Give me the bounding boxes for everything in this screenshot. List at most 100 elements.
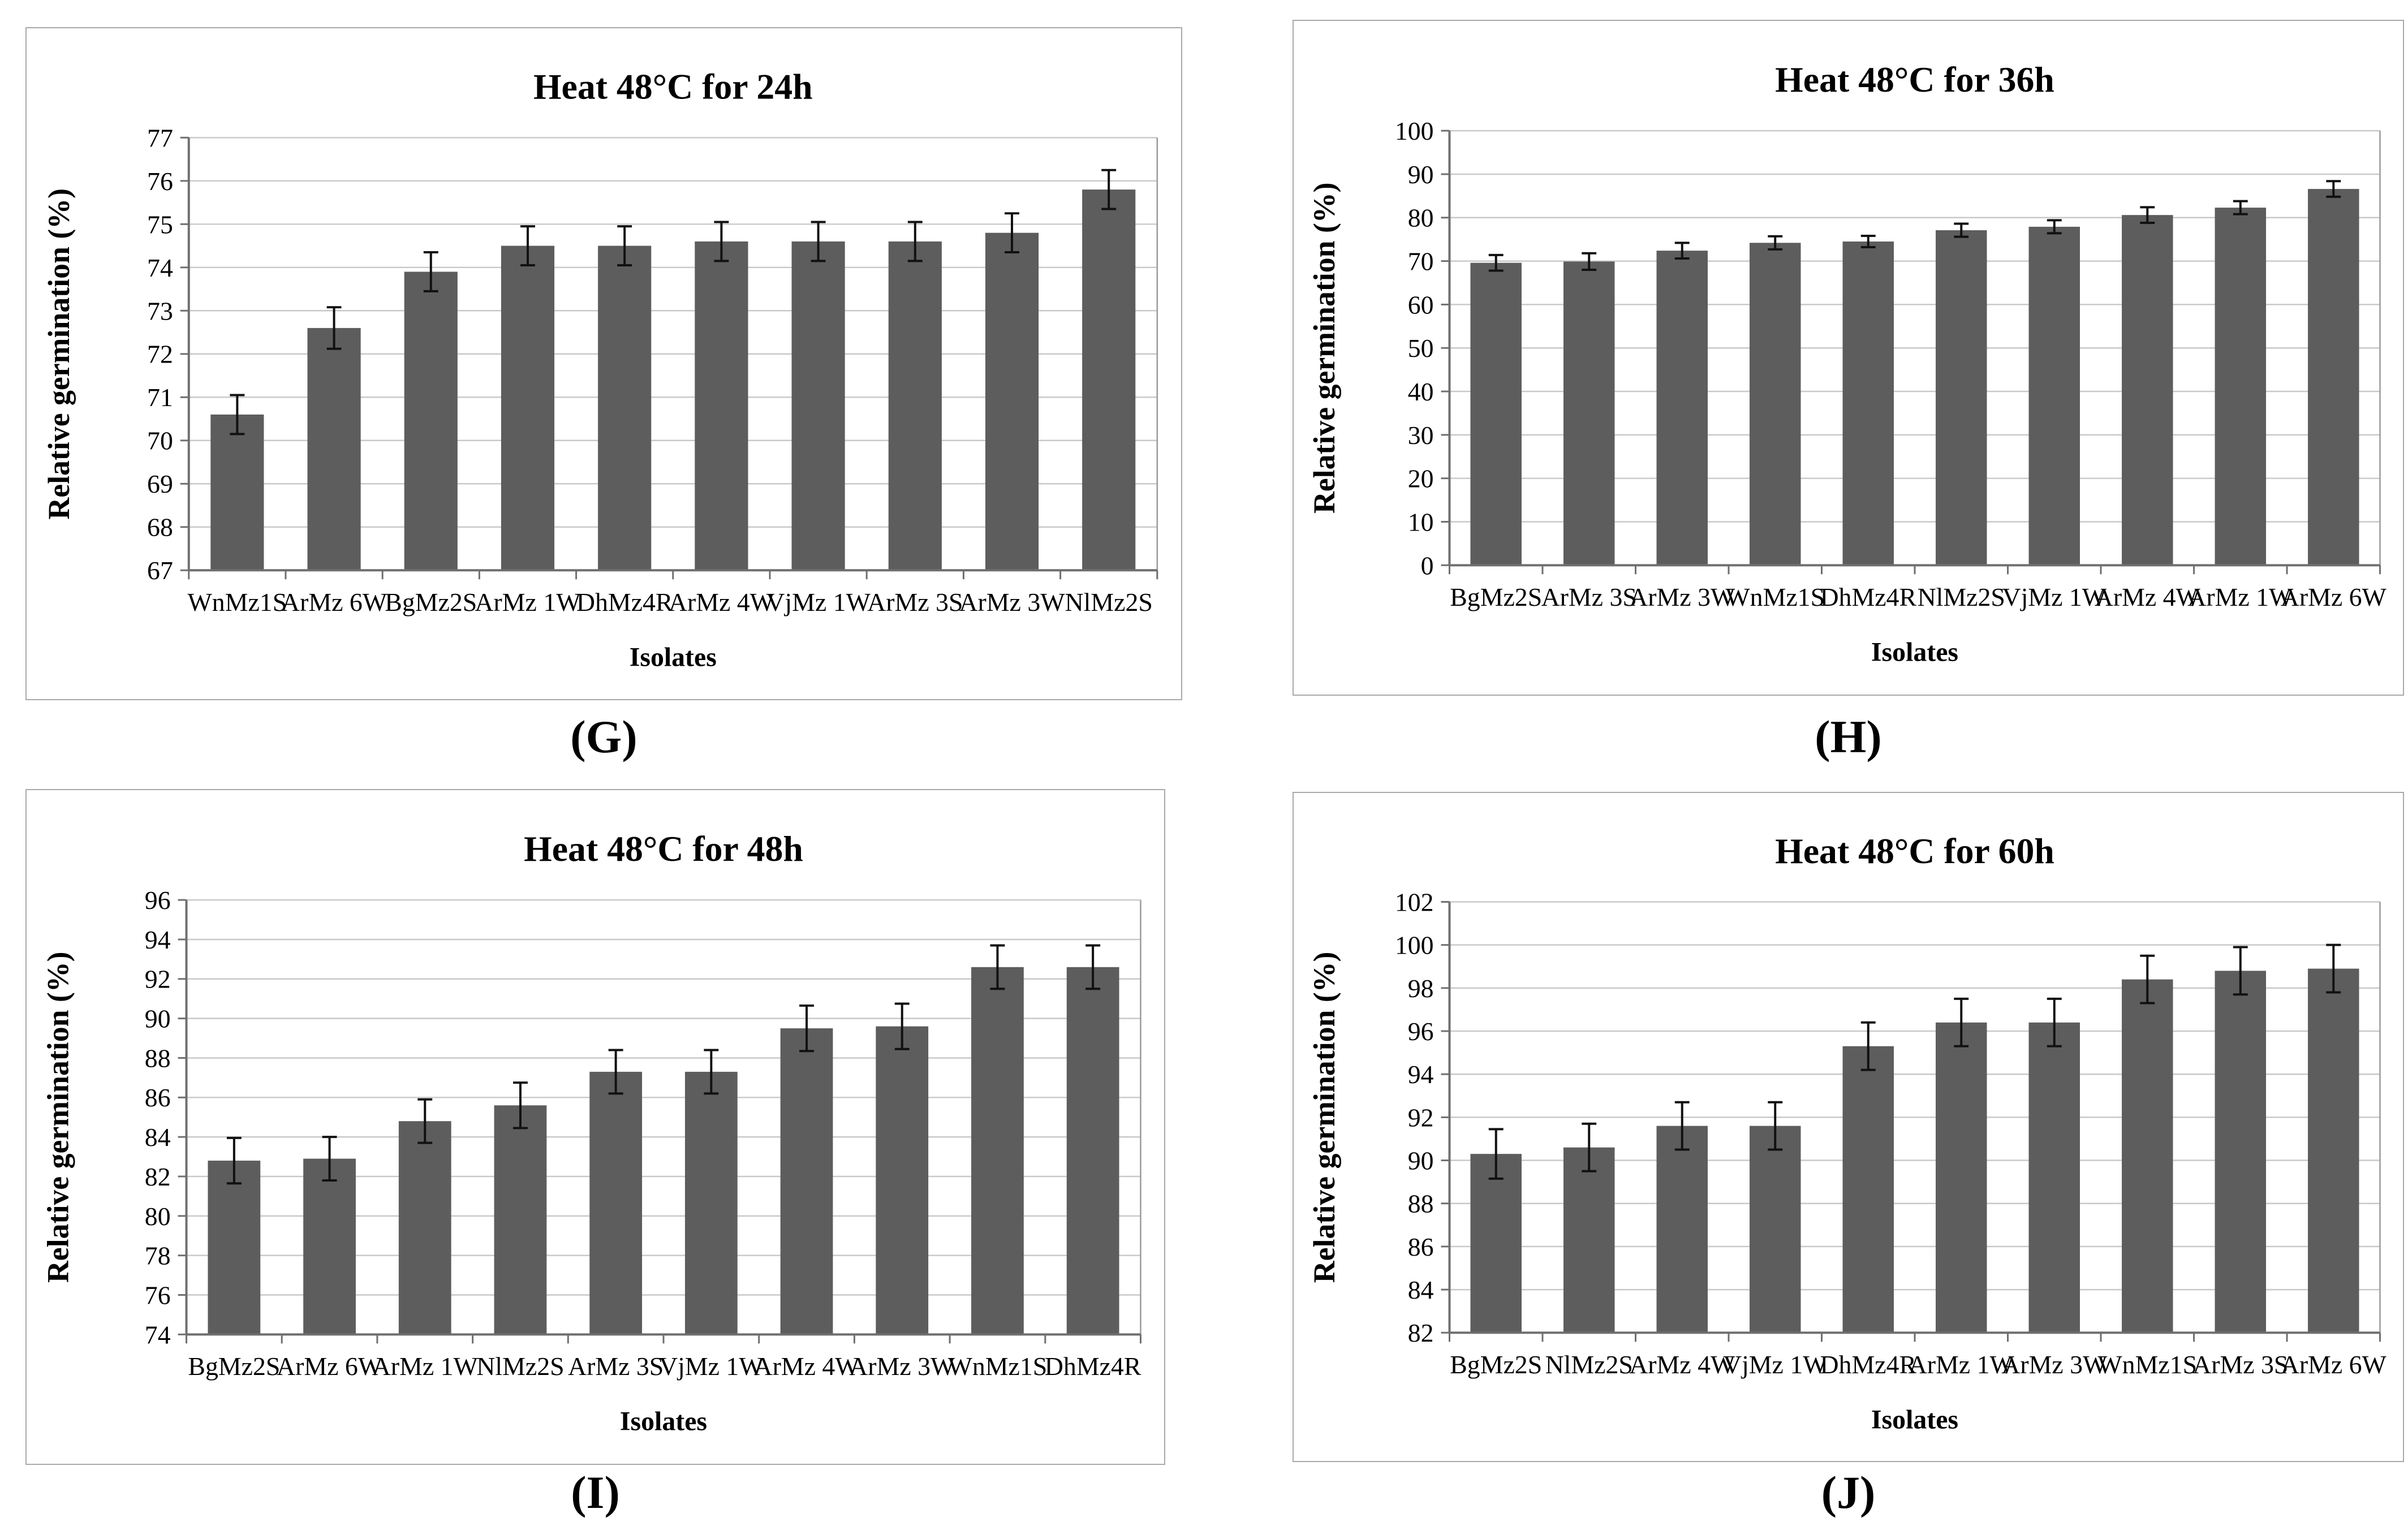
y-tick-label: 72 (147, 340, 173, 369)
y-tick-label: 82 (1408, 1318, 1434, 1347)
bar-ArMz-6W (303, 1158, 356, 1335)
bar-WnMz1S (210, 414, 264, 571)
bar-BgMz2S (404, 271, 458, 571)
bar-ArMz-3W (876, 1026, 929, 1335)
x-tick-label: NlMz2S (1065, 588, 1153, 617)
y-axis: 74 76 78 80 82 84 86 88 90 92 94 96 (145, 886, 187, 1349)
x-tick-label: ArMz 4W (753, 1352, 860, 1381)
y-tick-label: 76 (145, 1281, 171, 1309)
bar-DhMz4R (598, 245, 652, 571)
x-axis-title: Isolates (1871, 637, 1958, 667)
bar-NlMz2S (494, 1105, 547, 1335)
x-axis-title: Isolates (630, 643, 717, 673)
bar-NlMz2S (1082, 189, 1136, 571)
x-tick-label: NlMz2S (1918, 583, 2005, 611)
x-tick-label: VjMz 1W (659, 1352, 764, 1381)
x-tick-label: ArMz 3S (1541, 583, 1637, 611)
y-tick-label: 86 (1408, 1232, 1434, 1261)
bars (208, 967, 1119, 1335)
y-tick-label: 67 (147, 556, 173, 585)
x-tick-label: ArMz 1W (2187, 583, 2294, 611)
x-tick-label: WnMz1S (188, 588, 287, 617)
bar-ArMz-3S (888, 241, 942, 571)
y-tick-label: 77 (147, 123, 173, 152)
x-tick-label: VjMz 1W (766, 588, 871, 617)
bar-NlMz2S (1563, 1147, 1615, 1333)
y-tick-label: 69 (147, 469, 173, 498)
bar-VjMz-1W (1750, 1126, 1801, 1333)
y-tick-label: 40 (1408, 377, 1434, 406)
caption-H-label: (H) (1815, 711, 1882, 762)
caption-I-label: (I) (571, 1467, 620, 1518)
y-tick-label: 90 (1408, 1146, 1434, 1175)
bar-DhMz4R (1066, 967, 1119, 1335)
bar-ArMz-4W (780, 1028, 833, 1335)
caption-G: (G) (25, 710, 1182, 764)
y-tick-label: 20 (1408, 464, 1434, 493)
x-tick-label: ArMz 3S (867, 588, 963, 617)
chart-panel-I: 74 76 78 80 82 84 86 88 90 92 94 96 BgMz2S ArMz 6W ArM… (25, 789, 1165, 1465)
x-tick-label: ArMz 6W (277, 1352, 383, 1381)
y-axis-title: Relative germination (%) (42, 188, 76, 520)
y-tick-label: 0 (1421, 551, 1434, 580)
y-tick-label: 92 (145, 965, 171, 994)
chart-panel-H: 0 10 20 30 40 50 60 70 80 90 100 BgMz2S ArMz 3S ArMz … (1293, 20, 2404, 696)
x-tick-label: WnMz1S (2097, 1350, 2197, 1379)
y-axis: 82 84 86 88 90 92 94 96 98 100 102 (1395, 887, 1450, 1347)
x-tick-label: DhMz4R (1820, 583, 1916, 611)
y-tick-label: 96 (145, 886, 171, 915)
bar-DhMz4R (1842, 242, 1894, 566)
bar-VjMz-1W (684, 1071, 738, 1335)
x-tick-label: ArMz 4W (669, 588, 775, 617)
x-tick-label: DhMz4R (1820, 1350, 1916, 1379)
bar-ArMz-3W (1656, 251, 1708, 566)
y-tick-label: 80 (1408, 204, 1434, 232)
bar-BgMz2S (1470, 262, 1522, 566)
y-tick-label: 75 (147, 210, 173, 239)
x-tick-label: DhMz4R (1045, 1352, 1141, 1381)
x-tick-label: ArMz 3W (1629, 583, 1735, 611)
y-tick-label: 100 (1395, 117, 1434, 145)
x-tick-label: ArMz 6W (281, 588, 387, 617)
caption-J-label: (J) (1821, 1467, 1876, 1518)
x-tick-label: ArMz 1W (372, 1352, 479, 1381)
y-axis: 67 68 69 70 71 72 73 74 75 76 77 (147, 123, 189, 585)
y-tick-label: 90 (145, 1005, 171, 1033)
bar-ArMz-3W (985, 232, 1039, 571)
error-bars (1488, 180, 2341, 272)
bar-WnMz1S (971, 967, 1024, 1335)
caption-I: (I) (25, 1466, 1165, 1519)
y-tick-label: 94 (145, 925, 171, 954)
y-tick-label: 94 (1408, 1060, 1434, 1089)
bar-WnMz1S (2122, 979, 2173, 1333)
bars (210, 189, 1136, 571)
chart-title: Heat 48°C for 60h (1775, 831, 2054, 871)
y-tick-label: 71 (147, 383, 173, 412)
y-axis-title: Relative germination (%) (41, 951, 75, 1283)
chart-panel-G: 67 68 69 70 71 72 73 74 75 76 77 WnMz1S ArMz 6W BgMz2… (25, 27, 1182, 700)
x-tick-label: BgMz2S (1450, 583, 1542, 611)
chart-title: Heat 48°C for 48h (524, 829, 803, 869)
caption-J: (J) (1293, 1466, 2404, 1519)
x-tick-label: VjMz 1W (2002, 583, 2107, 611)
bar-BgMz2S (208, 1161, 261, 1335)
y-tick-label: 30 (1408, 421, 1434, 450)
error-bars (1488, 943, 2341, 1180)
y-axis: 0 10 20 30 40 50 60 70 80 90 100 (1395, 117, 1450, 580)
x-tick-label: BgMz2S (188, 1352, 280, 1381)
y-tick-label: 10 (1408, 507, 1434, 536)
y-tick-label: 84 (145, 1123, 171, 1152)
bar-ArMz-1W (501, 245, 555, 571)
error-bars (226, 944, 1101, 1185)
bar-NlMz2S (1936, 230, 1987, 566)
bar-ArMz-3S (1563, 261, 1615, 566)
bar-ArMz-1W (398, 1121, 451, 1335)
x-tick-label: ArMz 3S (2192, 1350, 2288, 1379)
x-axis-title: Isolates (1871, 1405, 1958, 1435)
bar-WnMz1S (1750, 243, 1801, 566)
